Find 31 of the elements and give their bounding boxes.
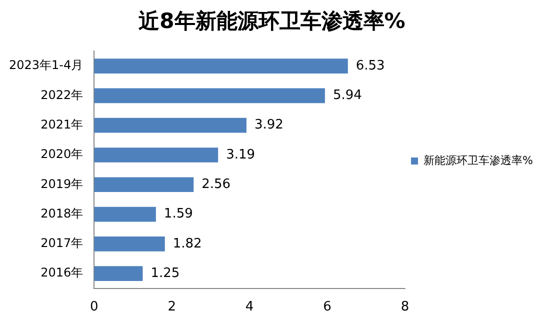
x-tick-label: 8 <box>400 300 410 315</box>
y-tick-label: 2020年 <box>40 147 84 162</box>
bar <box>94 88 325 104</box>
data-label: 5.94 <box>332 88 362 104</box>
x-tick-label: 2 <box>168 300 176 315</box>
data-label: 1.25 <box>150 266 180 281</box>
bar <box>94 118 246 133</box>
bar <box>94 58 348 74</box>
y-tick-label: 2021年 <box>40 117 84 132</box>
x-tick-label: 0 <box>90 300 98 315</box>
y-tick-label: 2022年 <box>40 88 84 102</box>
bar <box>94 266 143 281</box>
bar <box>94 148 218 162</box>
bar <box>94 206 156 222</box>
data-label: 1.82 <box>172 236 202 252</box>
data-label: 3.19 <box>226 147 256 162</box>
y-tick-label: 2018年 <box>40 206 84 220</box>
y-tick-label: 2016年 <box>40 266 84 280</box>
chart-title: 近8年新能源环卫车渗透率% <box>138 9 406 34</box>
data-label: 6.53 <box>356 58 385 74</box>
y-tick-label: 2019年 <box>40 176 84 191</box>
data-label: 2.56 <box>202 177 231 192</box>
x-tick-label: 4 <box>245 300 254 315</box>
legend-label: 新能源环卫车渗透率% <box>424 154 533 167</box>
data-label: 1.59 <box>164 206 193 222</box>
y-tick-label: 2017年 <box>40 236 84 250</box>
y-tick-label: 2023年1-4月 <box>9 58 84 72</box>
x-tick-label: 6 <box>323 300 332 315</box>
bar <box>94 236 165 252</box>
bar <box>94 177 194 192</box>
data-label: 3.92 <box>254 118 284 133</box>
